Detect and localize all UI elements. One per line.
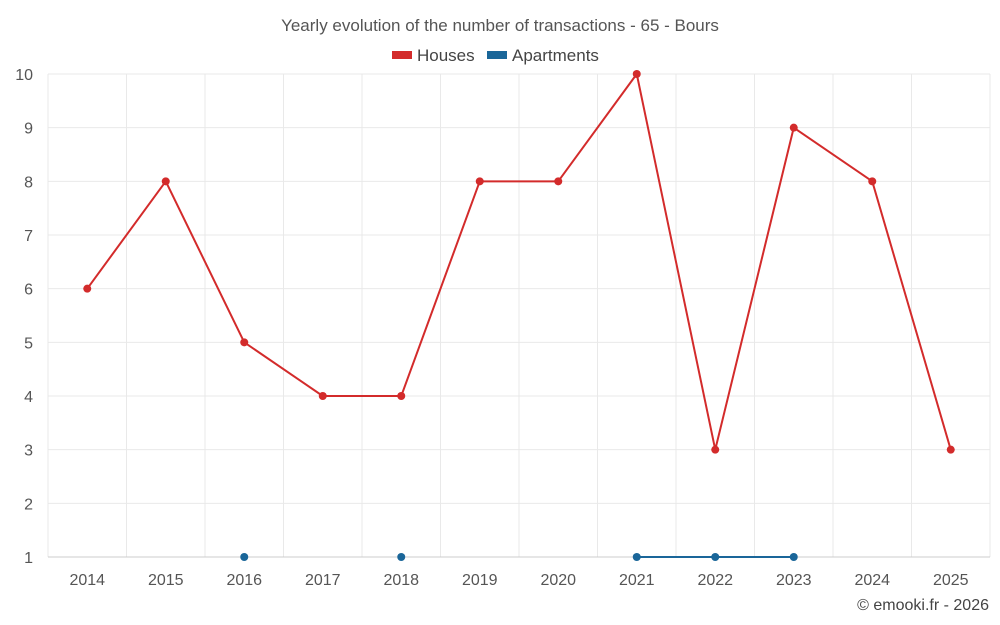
y-tick-label: 4 (24, 389, 33, 406)
grid (47, 73, 991, 558)
credit-text: © emooki.fr - 2026 (857, 597, 989, 614)
legend-item-apartments[interactable]: Apartments (487, 46, 599, 65)
data-point-apartments-2023[interactable] (789, 553, 798, 561)
data-point-houses-2023[interactable] (789, 123, 798, 132)
data-point-houses-2015[interactable] (161, 177, 170, 186)
x-tick-label: 2024 (854, 572, 890, 589)
legend-label-apartments: Apartments (512, 46, 599, 65)
chart-title: Yearly evolution of the number of transa… (281, 16, 719, 35)
data-point-houses-2021[interactable] (632, 70, 641, 78)
data-point-houses-2022[interactable] (711, 445, 720, 454)
data-point-houses-2020[interactable] (554, 177, 563, 186)
y-tick-label: 3 (24, 443, 33, 460)
data-point-houses-2019[interactable] (475, 177, 484, 186)
legend-item-houses[interactable]: Houses (392, 46, 475, 65)
x-tick-label: 2016 (226, 572, 262, 589)
x-tick-label: 2014 (69, 572, 105, 589)
legend-swatch-apartments (487, 51, 507, 59)
x-tick-label: 2020 (540, 572, 576, 589)
data-point-houses-2017[interactable] (318, 392, 327, 400)
data-point-apartments-2022[interactable] (711, 553, 720, 561)
data-point-houses-2024[interactable] (868, 177, 877, 186)
data-point-houses-2018[interactable] (397, 392, 406, 400)
legend: Houses Apartments (392, 46, 599, 65)
x-tick-label: 2018 (383, 572, 419, 589)
data-point-apartments-2021[interactable] (632, 553, 641, 561)
x-tick-label: 2022 (697, 572, 733, 589)
series-group (83, 70, 955, 561)
x-axis-ticks: 2014 2015 2016 2017 2018 2019 2020 2021 2022 2023… (69, 572, 968, 589)
y-tick-label: 8 (24, 174, 33, 191)
y-tick-label: 10 (15, 67, 33, 84)
data-point-apartments-2018[interactable] (397, 553, 406, 561)
y-tick-label: 5 (24, 335, 33, 352)
x-tick-label: 2025 (933, 572, 969, 589)
y-tick-label: 6 (24, 282, 33, 299)
x-tick-label: 2015 (148, 572, 184, 589)
data-point-houses-2025[interactable] (946, 445, 955, 454)
data-point-apartments-2016[interactable] (240, 553, 249, 561)
y-tick-label: 2 (24, 496, 33, 513)
x-tick-label: 2023 (776, 572, 812, 589)
y-tick-label: 9 (24, 121, 33, 138)
x-tick-label: 2021 (619, 572, 655, 589)
series-line-houses (86, 73, 952, 451)
x-tick-label: 2017 (305, 572, 341, 589)
x-tick-label: 2019 (462, 572, 498, 589)
legend-swatch-houses (392, 51, 412, 59)
legend-label-houses: Houses (417, 46, 475, 65)
data-point-houses-2016[interactable] (240, 338, 249, 347)
y-axis-ticks: 1 2 3 4 5 6 7 8 9 10 (15, 67, 33, 567)
y-tick-label: 1 (24, 550, 33, 567)
data-point-houses-2014[interactable] (83, 284, 92, 293)
y-tick-label: 7 (24, 228, 33, 245)
